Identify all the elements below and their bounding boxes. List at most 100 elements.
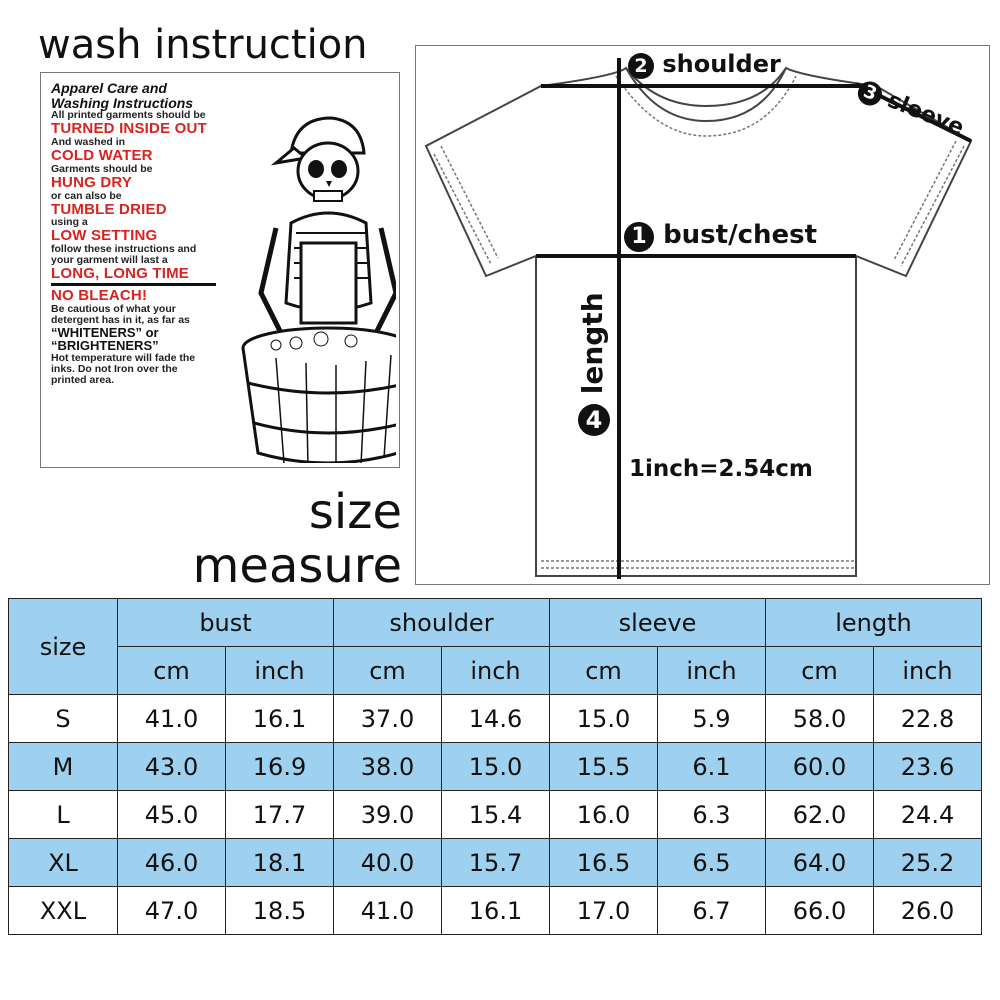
measurement-cell: 6.1 [657,742,766,791]
care-line: NO BLEACH! [51,286,148,304]
size-cell: XXL [8,886,118,935]
table-row: XXL 47.0 18.5 41.0 16.1 17.0 6.7 66.0 26.0 [8,886,982,935]
measurement-cell: 17.7 [225,790,334,839]
measurement-cell: 26.0 [873,886,982,935]
unit-header-inch: inch [225,646,334,695]
measurement-cell: 23.6 [873,742,982,791]
unit-header-inch: inch [657,646,766,695]
size-title-line-2: measure [192,538,402,594]
care-line: All printed garments should be [51,109,206,122]
measurement-cell: 38.0 [333,742,442,791]
conversion-note: 1inch=2.54cm [629,456,813,482]
measurement-cell: 6.7 [657,886,766,935]
measurement-cell: 66.0 [765,886,874,935]
care-line: Garments should be [51,162,153,175]
measurement-cell: 25.2 [873,838,982,887]
measurement-cell: 40.0 [333,838,442,887]
size-title-line-1: size [308,484,402,540]
care-line: Be cautious of what your [51,302,176,315]
bust-label: 1 bust/chest [624,220,817,252]
divider [51,282,216,286]
care-line: printed area. [51,374,115,387]
measurement-cell: 14.6 [441,694,550,743]
circled-number-icon: 4 [578,404,610,436]
care-line: And washed in [51,136,126,149]
measurement-cell: 62.0 [765,790,874,839]
group-header-sleeve: sleeve [549,598,766,647]
measurement-cell: 41.0 [333,886,442,935]
measurement-cell: 15.4 [441,790,550,839]
care-instructions-card: Apparel Care and Washing Instructions All … [40,72,400,468]
unit-header-inch: inch [441,646,550,695]
care-line: TURNED INSIDE OUT [51,120,207,138]
measurement-cell: 15.7 [441,838,550,887]
care-line: LOW SETTING [51,227,158,245]
measurement-cell: 6.5 [657,838,766,887]
table-row: M 43.0 16.9 38.0 15.0 15.5 6.1 60.0 23.6 [8,742,982,791]
unit-header-cm: cm [117,646,226,695]
bust-text: bust/chest [663,220,818,250]
care-line: “BRIGHTENERS” [51,338,159,354]
size-cell: L [8,790,118,839]
measurement-cell: 16.1 [441,886,550,935]
measurement-cell: 43.0 [117,742,226,791]
measurement-cell: 5.9 [657,694,766,743]
care-line: Washing Instructions [51,94,194,111]
size-cell: S [8,694,118,743]
measurement-cell: 18.1 [225,838,334,887]
measurement-cell: 58.0 [765,694,874,743]
measurement-cell: 41.0 [117,694,226,743]
measurement-cell: 18.5 [225,886,334,935]
tshirt-diagram: 2 shoulder 3 sleeve 1 bust/chest 4 lengt… [415,45,990,585]
measurement-cell: 39.0 [333,790,442,839]
measurement-cell: 16.5 [549,838,658,887]
circled-number-icon: 1 [624,222,654,252]
measurement-cell: 60.0 [765,742,874,791]
care-line: your garment will last a [51,254,168,267]
unit-header-inch: inch [873,646,982,695]
care-line: detergent has in it, as far as [51,313,190,326]
size-cell: M [8,742,118,791]
care-line: COLD WATER [51,147,153,165]
skeleton-washing-illustration [241,116,396,463]
measurement-cell: 64.0 [765,838,874,887]
care-line: TUMBLE DRIED [51,200,167,218]
measurement-cell: 17.0 [549,886,658,935]
header-row: size bust shoulder sleeve length [8,598,982,695]
care-line: “WHITENERS” or [51,324,159,340]
wash-instruction-title: wash instruction [38,22,368,68]
unit-row: cm inch cm inch cm inch cm inch [9,646,982,695]
measurement-cell: 15.5 [549,742,658,791]
size-measure-title: size measure [180,485,402,593]
care-line: LONG, LONG TIME [51,265,189,283]
tshirt-outline [424,58,973,579]
measurement-cell: 47.0 [117,886,226,935]
measurement-cell: 46.0 [117,838,226,887]
unit-header-cm: cm [765,646,874,695]
measurement-cell: 15.0 [549,694,658,743]
measurement-cell: 6.3 [657,790,766,839]
measurement-cell: 37.0 [333,694,442,743]
table-row: S 41.0 16.1 37.0 14.6 15.0 5.9 58.0 22.8 [8,694,982,743]
size-header: size [8,598,118,695]
care-line: or can also be [51,189,122,202]
table-row: XL 46.0 18.1 40.0 15.7 16.5 6.5 64.0 25.2 [8,838,982,887]
group-header-length: length [765,598,982,647]
care-line: HUNG DRY [51,173,133,191]
care-line: Apparel Care and [51,80,167,96]
measurement-cell: 16.1 [225,694,334,743]
care-text: Apparel Care and Washing Instructions All … [51,81,241,386]
measurement-cell: 16.0 [549,790,658,839]
group-header-bust: bust [117,598,334,647]
length-label: 4 length [576,292,610,436]
circled-number-icon: 2 [628,53,654,79]
measurement-cell: 22.8 [873,694,982,743]
table-row: L 45.0 17.7 39.0 15.4 16.0 6.3 62.0 24.4 [8,790,982,839]
group-header-shoulder: shoulder [333,598,550,647]
measurement-cell: 15.0 [441,742,550,791]
shoulder-text: shoulder [662,50,781,78]
measurement-cell: 45.0 [117,790,226,839]
care-line: using a [51,216,88,229]
size-cell: XL [8,838,118,887]
care-line: inks. Do not Iron over the [51,363,178,376]
